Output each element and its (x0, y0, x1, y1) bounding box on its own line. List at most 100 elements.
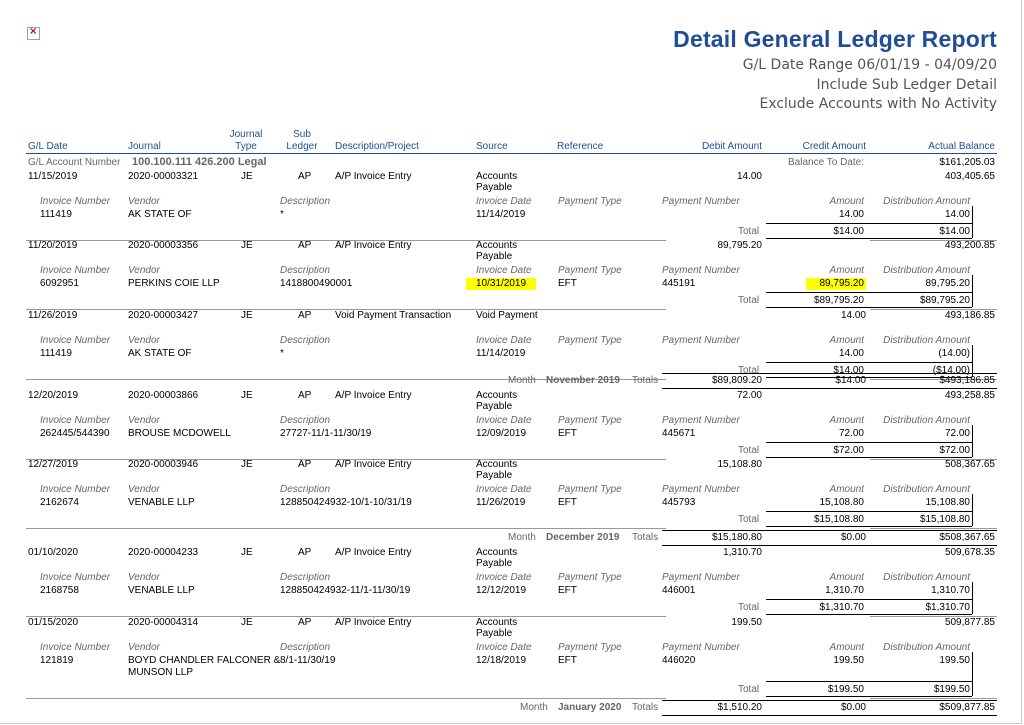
sub-label-amount: Amount (829, 642, 864, 653)
month-debit-total: $89,809.20 (711, 375, 762, 386)
sub-detail-right-rule (972, 345, 973, 377)
total-amount: $15,108.80 (813, 514, 864, 525)
sub-label-payment-number: Payment Number (662, 642, 740, 653)
entry-debit: 14.00 (736, 171, 762, 182)
sub-payment-number: 445671 (662, 428, 696, 439)
sub-label-invoice-date: Invoice Date (476, 265, 532, 276)
col-journal: Journal (128, 141, 161, 152)
entry-journal-type: JE (241, 617, 253, 628)
sub-label-invoice-date: Invoice Date (476, 642, 532, 653)
entry-source: Void Payment (476, 310, 538, 321)
entry-journal-type: JE (241, 310, 253, 321)
sub-label-payment-type: Payment Type (558, 415, 622, 426)
sub-vendor: BROUSE MCDOWELL (128, 428, 231, 439)
total-bottom-rule (766, 457, 972, 458)
month-balance-total: $509,877.85 (939, 702, 995, 713)
sub-description: * (280, 209, 284, 220)
entry-source-line2: Payable (476, 401, 513, 412)
sub-vendor: AK STATE OF (128, 209, 192, 220)
sub-detail-right-rule (972, 275, 973, 307)
sub-label-invoice-number: Invoice Number (40, 265, 111, 276)
entry-source-line2: Payable (476, 251, 513, 262)
sub-label-description: Description (280, 196, 331, 207)
entry-separator-right (870, 528, 997, 529)
month-totals-label: Totals (632, 532, 659, 543)
sub-label-payment-type: Payment Type (558, 484, 622, 495)
sub-label-payment-type: Payment Type (558, 196, 622, 207)
sub-label-invoice-number: Invoice Number (40, 196, 111, 207)
entry-journal-type: JE (241, 390, 253, 401)
sub-label-amount: Amount (829, 265, 864, 276)
sub-label-payment-number: Payment Number (662, 335, 740, 346)
entry-separator (26, 240, 666, 241)
entry-separator (26, 309, 666, 310)
entry-sub-ledger: AP (298, 459, 312, 470)
sub-invoice-date: 12/12/2019 (476, 585, 527, 596)
sub-payment-number: 445793 (662, 497, 696, 508)
sub-invoice-date: 10/31/2019 (466, 278, 537, 290)
sub-amount: 199.50 (833, 655, 864, 666)
sub-distribution-amount: 89,795.20 (925, 278, 971, 289)
total-top-rule (766, 599, 972, 600)
entry-source: Accounts (476, 171, 518, 182)
entry-source: Accounts (476, 617, 518, 628)
total-label: Total (738, 684, 760, 695)
sub-vendor: BOYD CHANDLER FALCONER & (128, 655, 281, 666)
report-subtitle-activity: Exclude Accounts with No Activity (759, 96, 997, 112)
entry-source-line2: Payable (476, 558, 513, 569)
total-label: Total (738, 365, 760, 376)
entry-sub-ledger: AP (298, 310, 312, 321)
sub-invoice-number: 121819 (40, 655, 74, 666)
sub-label-payment-type: Payment Type (558, 642, 622, 653)
entry-gl-date: 01/15/2020 (28, 617, 79, 628)
sub-detail-right-rule (972, 206, 973, 238)
sub-label-payment-number: Payment Number (662, 265, 740, 276)
sub-label-distribution-amount: Distribution Amount (883, 196, 970, 207)
sub-amount: 14.00 (838, 348, 864, 359)
col-source: Source (476, 141, 508, 152)
sub-label-payment-type: Payment Type (558, 572, 622, 583)
report-subtitle-sub-ledger: Include Sub Ledger Detail (816, 77, 997, 93)
sub-invoice-number: 2168758 (40, 585, 79, 596)
sub-label-invoice-number: Invoice Number (40, 572, 111, 583)
total-bottom-rule (766, 307, 972, 308)
month-balance-total: $508,367.65 (939, 532, 995, 543)
total-distribution: $14.00 (939, 226, 970, 237)
entry-debit: 72.00 (736, 390, 762, 401)
month-name: December 2019 (546, 532, 620, 543)
sub-amount: 14.00 (838, 209, 864, 220)
entry-description: A/P Invoice Entry (335, 617, 412, 628)
month-label: Month (508, 375, 536, 386)
total-distribution: $72.00 (939, 445, 970, 456)
sub-payment-number: 446001 (662, 585, 696, 596)
sub-description: * (280, 348, 284, 359)
sub-label-vendor: Vendor (128, 196, 160, 207)
total-bottom-rule (766, 614, 972, 615)
total-label: Total (738, 295, 760, 306)
sub-invoice-date: 11/26/2019 (476, 497, 526, 508)
month-name: January 2020 (558, 702, 622, 713)
sub-distribution-amount: 1,310.70 (931, 585, 970, 596)
sub-invoice-number: 6092951 (40, 278, 79, 289)
sub-label-distribution-amount: Distribution Amount (883, 415, 970, 426)
col-balance: Actual Balance (928, 141, 995, 152)
sub-label-payment-type: Payment Type (558, 335, 622, 346)
sub-label-vendor: Vendor (128, 642, 160, 653)
entry-separator (26, 698, 666, 699)
sub-label-description: Description (280, 572, 331, 583)
entry-source: Accounts (476, 459, 518, 470)
entry-source: Accounts (476, 547, 518, 558)
total-label: Total (738, 445, 760, 456)
total-distribution: $15,108.80 (919, 514, 970, 525)
month-total-top-rule (662, 373, 997, 374)
entry-balance: 493,186.85 (944, 310, 995, 321)
total-amount: $72.00 (833, 445, 864, 456)
entry-balance: 493,258.85 (944, 390, 995, 401)
sub-label-distribution-amount: Distribution Amount (883, 265, 970, 276)
sub-description: 27727-11/1-11/30/19 (280, 428, 372, 439)
sub-label-invoice-number: Invoice Number (40, 415, 111, 426)
sub-label-description: Description (280, 415, 331, 426)
entry-sub-ledger: AP (298, 171, 312, 182)
entry-sub-ledger: AP (298, 617, 312, 628)
